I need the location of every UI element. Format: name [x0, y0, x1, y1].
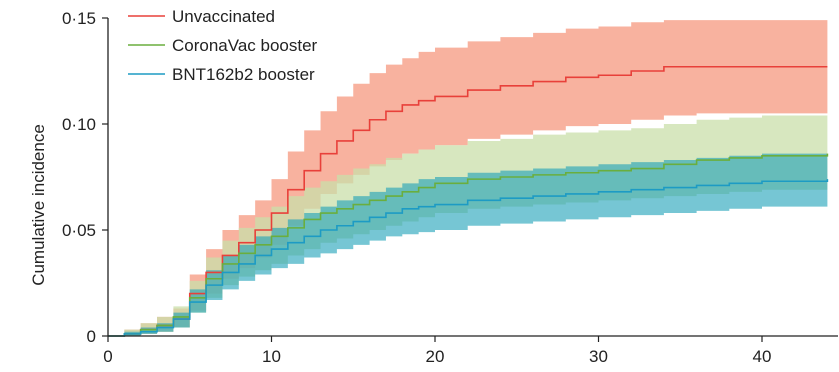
band-unvaccinated: [108, 20, 828, 337]
x-tick-label: 0: [103, 347, 112, 366]
legend-label-coronavac-booster: CoronaVac booster: [172, 36, 318, 55]
legend: Unvaccinated CoronaVac booster BNT162b2 bo…: [128, 7, 318, 84]
legend-label-unvaccinated: Unvaccinated: [172, 7, 275, 26]
series-lines: [108, 65, 829, 337]
axes: [107, 18, 838, 337]
ticks: 0 10 20 30 40 0 0·05 0·10 0·15: [62, 9, 771, 366]
y-tick-label: 0·15: [62, 9, 96, 28]
legend-label-bnt162b2-booster: BNT162b2 booster: [172, 65, 315, 84]
line-coronavac-booster: [108, 153, 829, 337]
x-tick-label: 20: [426, 347, 445, 366]
y-axis-title: Cumulative incidence: [29, 124, 48, 286]
y-tick-label: 0: [87, 327, 96, 346]
band-bnt162b2-booster: [108, 151, 828, 336]
x-tick-label: 30: [589, 347, 608, 366]
y-tick-label: 0·05: [62, 221, 96, 240]
x-tick-label: 40: [753, 347, 772, 366]
line-bnt162b2-booster: [108, 179, 829, 337]
y-tick-label: 0·10: [62, 115, 96, 134]
x-tick-label: 10: [262, 347, 281, 366]
